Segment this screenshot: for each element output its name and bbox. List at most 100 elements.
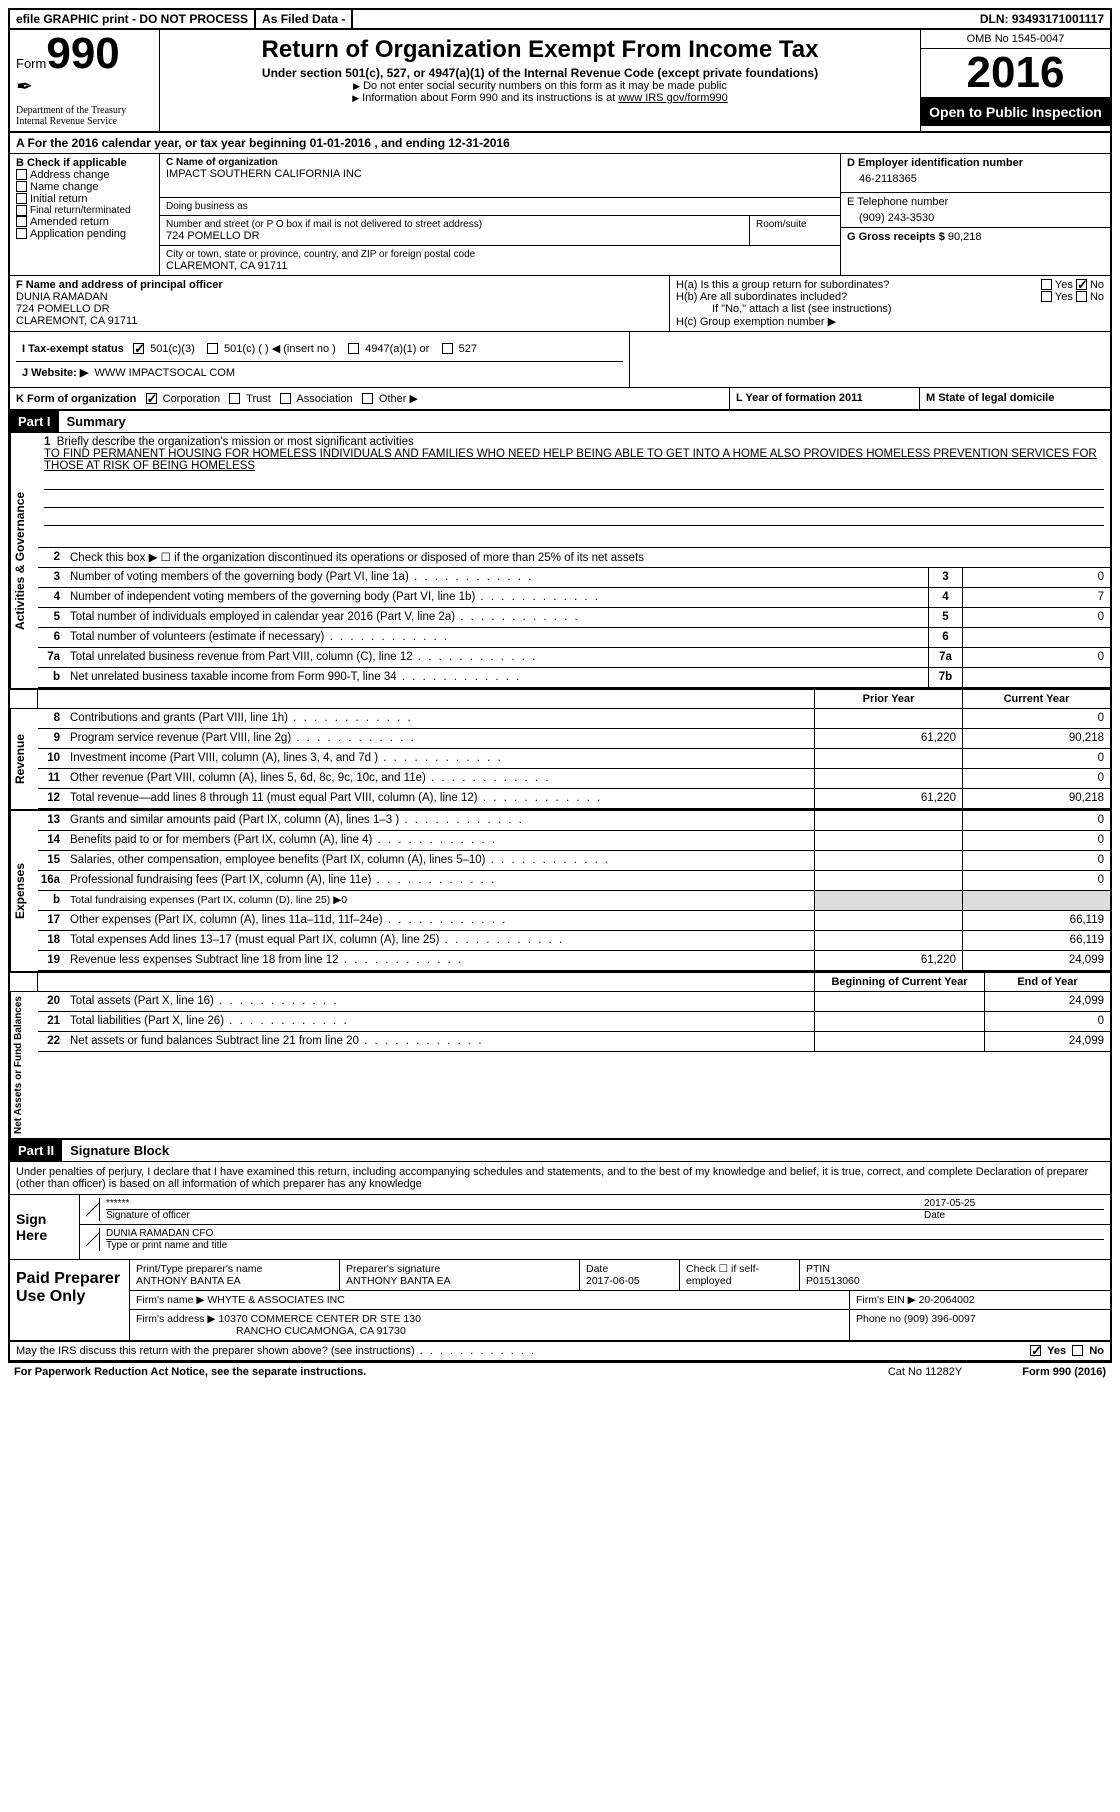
summary-line: bTotal fundraising expenses (Part IX, co… <box>38 891 1110 911</box>
ein: 46-2118365 <box>847 169 1104 189</box>
signature-section: Under penalties of perjury, I declare th… <box>10 1162 1110 1361</box>
section-f: F Name and address of principal officer … <box>10 276 670 331</box>
top-bar: efile GRAPHIC print - DO NOT PROCESS As … <box>10 10 1110 30</box>
chk-ha-no[interactable] <box>1076 279 1087 290</box>
telephone: (909) 243-3530 <box>847 208 1104 224</box>
sign-arrow-icon <box>86 1228 100 1251</box>
summary-line: 6Total number of volunteers (estimate if… <box>38 628 1110 648</box>
form-title: Return of Organization Exempt From Incom… <box>168 36 912 64</box>
preparer-name: ANTHONY BANTA EA <box>136 1275 333 1287</box>
chk-527[interactable] <box>442 343 453 354</box>
officer-printed: DUNIA RAMADAN CFO <box>106 1228 1104 1240</box>
form-header: Form990 ✒ Department of the Treasury Int… <box>10 30 1110 133</box>
header-title-block: Return of Organization Exempt From Incom… <box>160 30 920 131</box>
org-name: IMPACT SOUTHERN CALIFORNIA INC <box>166 168 834 180</box>
chk-501c[interactable] <box>207 343 218 354</box>
tax-year: 2016 <box>921 49 1110 98</box>
chk-hb-no[interactable] <box>1076 291 1087 302</box>
chk-address-change[interactable] <box>16 169 27 180</box>
sign-arrow-icon <box>86 1198 100 1221</box>
summary-line: 20Total assets (Part X, line 16)24,099 <box>38 992 1110 1012</box>
chk-initial-return[interactable] <box>16 193 27 204</box>
firm-ein: 20-2064002 <box>919 1294 975 1306</box>
page-footer: For Paperwork Reduction Act Notice, see … <box>8 1363 1112 1381</box>
chk-app-pending[interactable] <box>16 228 27 239</box>
header-left: Form990 ✒ Department of the Treasury Int… <box>10 30 160 131</box>
summary-line: 22Net assets or fund balances Subtract l… <box>38 1032 1110 1052</box>
summary-line: 9Program service revenue (Part VIII, lin… <box>38 729 1110 749</box>
summary-line: 16aProfessional fundraising fees (Part I… <box>38 871 1110 891</box>
part-1-header: Part I Summary <box>10 411 1110 433</box>
section-f-h: F Name and address of principal officer … <box>10 276 1110 332</box>
note-info: Information about Form 990 and its instr… <box>362 92 618 104</box>
sign-here-block: Sign Here ****** Signature of officer 20… <box>10 1195 1110 1260</box>
perjury-declaration: Under penalties of perjury, I declare th… <box>10 1162 1110 1195</box>
revenue-header: Prior Year Current Year <box>10 690 1110 709</box>
summary-line: 15Salaries, other compensation, employee… <box>38 851 1110 871</box>
chk-501c3[interactable] <box>133 343 144 354</box>
netassets-section: Net Assets or Fund Balances 20Total asse… <box>10 992 1110 1138</box>
summary-line: 18Total expenses Add lines 13–17 (must e… <box>38 931 1110 951</box>
section-b-title: B Check if applicable <box>16 157 153 169</box>
summary-line: 19Revenue less expenses Subtract line 18… <box>38 951 1110 971</box>
paid-preparer-block: Paid Preparer Use Only Print/Type prepar… <box>10 1260 1110 1342</box>
sig-date: 2017-05-25 <box>924 1198 1104 1210</box>
preparer-date: 2017-06-05 <box>586 1275 673 1287</box>
row-i-j: I Tax-exempt status 501(c)(3) 501(c) ( )… <box>10 332 1110 388</box>
form-word: Form <box>16 56 46 71</box>
chk-association[interactable] <box>280 393 291 404</box>
summary-line: 17Other expenses (Part IX, column (A), l… <box>38 911 1110 931</box>
chk-name-change[interactable] <box>16 181 27 192</box>
summary-line: 21Total liabilities (Part X, line 26)0 <box>38 1012 1110 1032</box>
omb-number: OMB No 1545-0047 <box>921 30 1110 49</box>
header-right: OMB No 1545-0047 2016 Open to Public Ins… <box>920 30 1110 131</box>
section-h: H(a) Is this a group return for subordin… <box>670 276 1110 331</box>
chk-corporation[interactable] <box>146 393 157 404</box>
irs-discuss-row: May the IRS discuss this return with the… <box>10 1342 1110 1361</box>
mission-block: 1 Briefly describe the organization's mi… <box>38 433 1110 548</box>
summary-line: 13Grants and similar amounts paid (Part … <box>38 811 1110 831</box>
chk-trust[interactable] <box>229 393 240 404</box>
chk-discuss-yes[interactable] <box>1030 1345 1041 1356</box>
irs-link[interactable]: www IRS gov/form990 <box>618 92 727 104</box>
section-d: D Employer identification number 46-2118… <box>840 154 1110 275</box>
netassets-header: Beginning of Current Year End of Year <box>10 973 1110 992</box>
summary-line: 8Contributions and grants (Part VIII, li… <box>38 709 1110 729</box>
summary-line: 4Number of independent voting members of… <box>38 588 1110 608</box>
row-a-tax-year: A For the 2016 calendar year, or tax yea… <box>10 133 1110 154</box>
city-state-zip: CLAREMONT, CA 91711 <box>166 260 834 272</box>
revenue-section: Revenue 8Contributions and grants (Part … <box>10 709 1110 809</box>
website: WWW IMPACTSOCAL COM <box>94 367 235 379</box>
section-c: C Name of organization IMPACT SOUTHERN C… <box>160 154 840 275</box>
chk-final-return[interactable] <box>16 205 27 216</box>
ptin: P01513060 <box>806 1275 1104 1287</box>
summary-line: 12Total revenue—add lines 8 through 11 (… <box>38 789 1110 809</box>
summary-line: 3Number of voting members of the governi… <box>38 568 1110 588</box>
form-subtitle: Under section 501(c), 527, or 4947(a)(1)… <box>168 66 912 80</box>
note-ssn: Do not enter social security numbers on … <box>363 80 727 92</box>
firm-name: WHYTE & ASSOCIATES INC <box>207 1294 345 1306</box>
summary-line: 11Other revenue (Part VIII, column (A), … <box>38 769 1110 789</box>
part-2-header: Part II Signature Block <box>10 1140 1110 1162</box>
chk-hb-yes[interactable] <box>1041 291 1052 302</box>
summary-line: 5Total number of individuals employed in… <box>38 608 1110 628</box>
summary-line: 10Investment income (Part VIII, column (… <box>38 749 1110 769</box>
section-b: B Check if applicable Address change Nam… <box>10 154 160 275</box>
form-number: 990 <box>46 29 119 78</box>
chk-amended[interactable] <box>16 216 27 227</box>
open-to-public: Open to Public Inspection <box>921 98 1110 126</box>
gross-receipts: 90,218 <box>948 231 982 243</box>
chk-ha-yes[interactable] <box>1041 279 1052 290</box>
summary-line: 14Benefits paid to or for members (Part … <box>38 831 1110 851</box>
firm-phone: (909) 396-0097 <box>904 1313 976 1325</box>
section-b-c-d: B Check if applicable Address change Nam… <box>10 154 1110 276</box>
street-address: 724 POMELLO DR <box>166 230 743 242</box>
form-990-page: efile GRAPHIC print - DO NOT PROCESS As … <box>8 8 1112 1363</box>
efile-notice: efile GRAPHIC print - DO NOT PROCESS <box>10 10 256 28</box>
as-filed: As Filed Data - <box>256 10 353 28</box>
activities-governance: Activities & Governance 1 Briefly descri… <box>10 433 1110 688</box>
chk-4947[interactable] <box>348 343 359 354</box>
chk-other[interactable] <box>362 393 373 404</box>
chk-discuss-no[interactable] <box>1072 1345 1083 1356</box>
summary-line: bNet unrelated business taxable income f… <box>38 668 1110 688</box>
